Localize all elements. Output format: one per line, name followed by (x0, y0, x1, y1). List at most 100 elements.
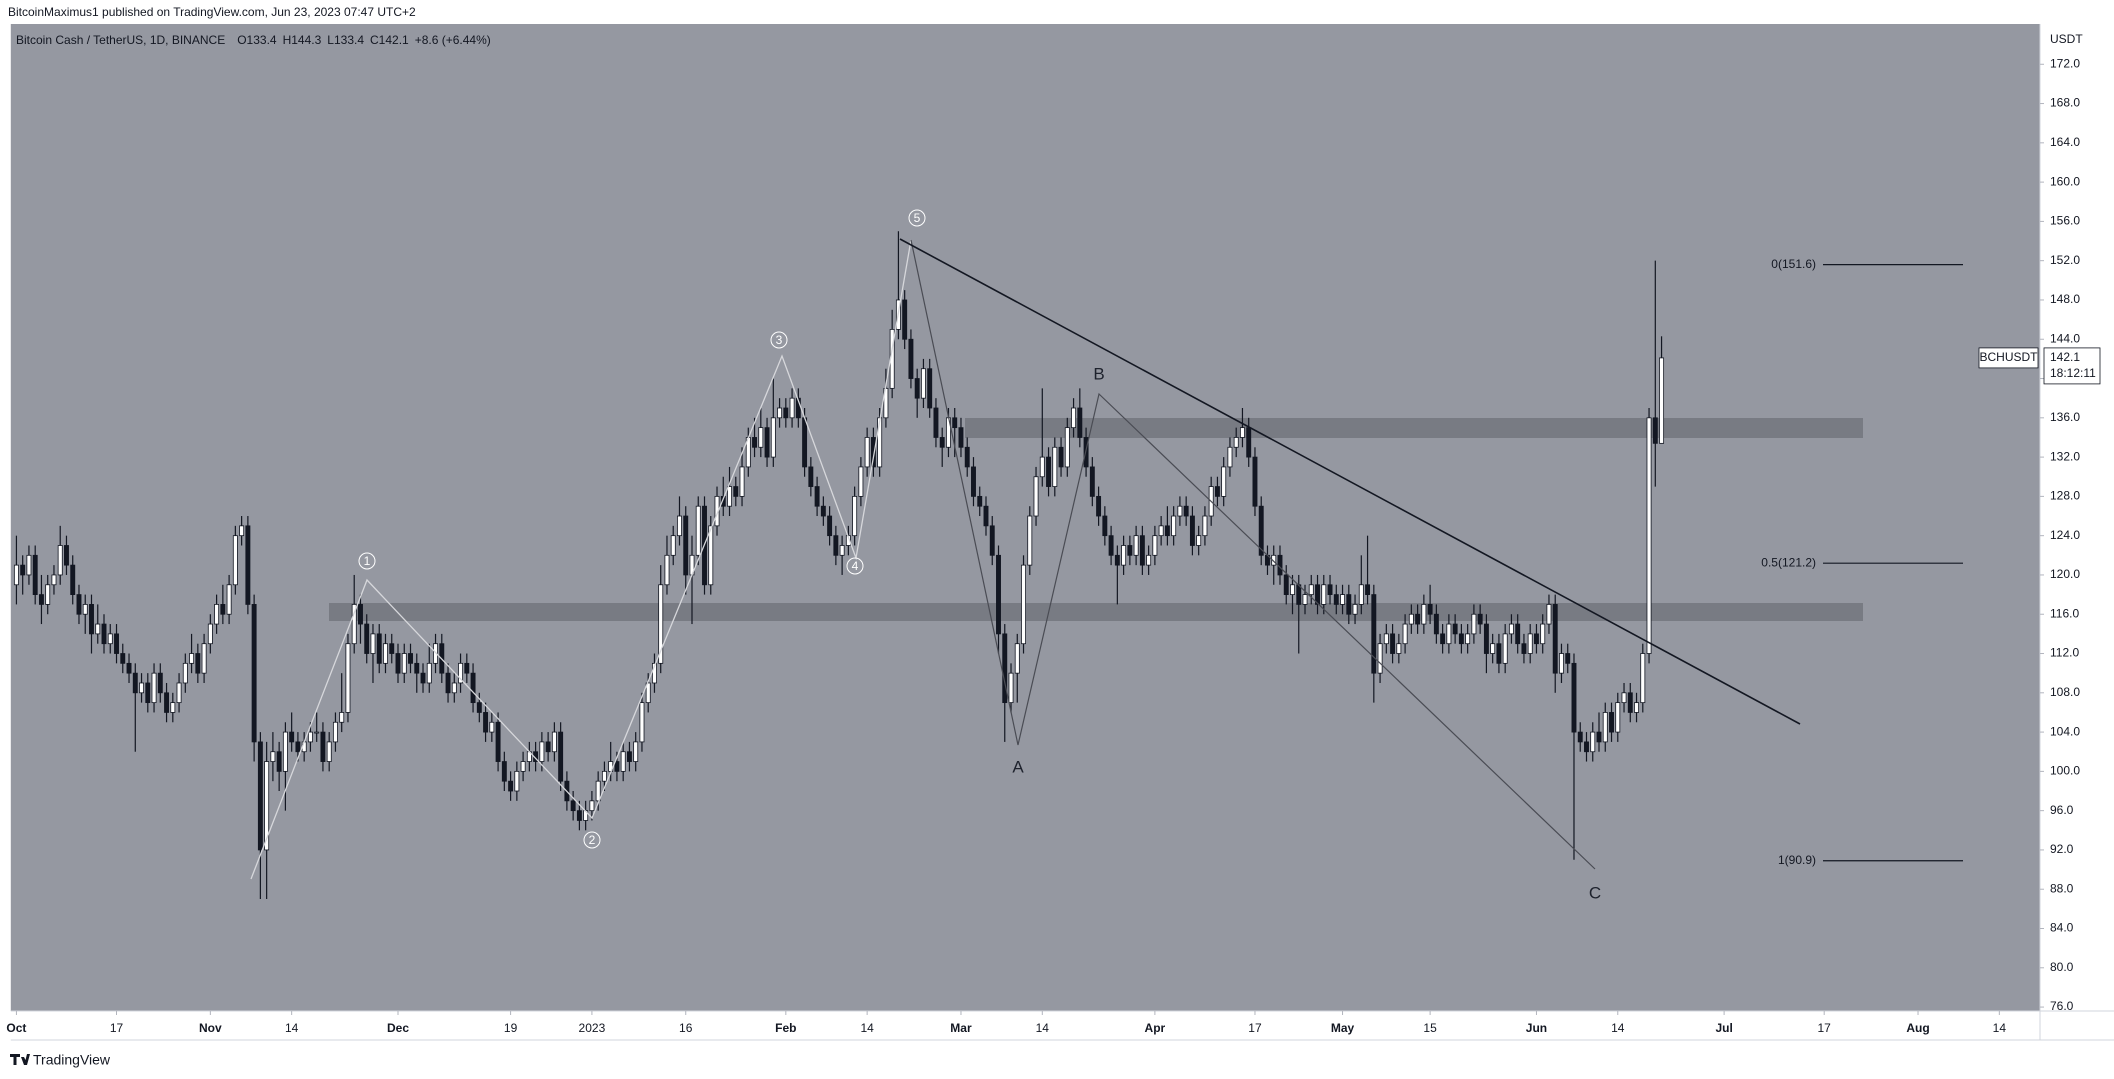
candle-body (345, 643, 351, 713)
candle-body (207, 623, 213, 645)
candle-body (789, 397, 795, 419)
x-tick-label: Feb (775, 1021, 796, 1035)
candle-body (814, 486, 820, 507)
candle-body (132, 672, 138, 694)
wave-label: 1 (364, 554, 371, 568)
candle-body (1233, 437, 1239, 448)
candle-body (1046, 456, 1052, 487)
candle-body (395, 653, 401, 674)
candle-body (1152, 535, 1158, 556)
candle-body (1039, 456, 1045, 478)
candle-body (470, 672, 476, 704)
y-tick-label: 108.0 (2050, 685, 2080, 699)
fib-label: 0.5(121.2) (1761, 555, 1816, 569)
plot-area (10, 24, 2040, 1011)
candle-body (695, 505, 701, 556)
candle-body (1565, 653, 1571, 664)
candle-body (45, 584, 51, 605)
candle-body (64, 545, 69, 566)
footer-brand: TradingView (33, 1052, 111, 1068)
x-tick-label: 14 (285, 1021, 299, 1035)
candle-body (120, 653, 126, 664)
x-tick-label: 14 (1036, 1021, 1050, 1035)
candle-body (1327, 584, 1333, 595)
candle-body (996, 554, 1001, 635)
candle-body (1602, 712, 1608, 743)
candle-body (1477, 613, 1483, 625)
resistance-zone (965, 418, 1863, 438)
candle-body (383, 643, 388, 664)
candle-body (1252, 456, 1258, 507)
currency-label: USDT (2050, 32, 2083, 46)
candle-body (1296, 584, 1302, 605)
candle-body (633, 741, 639, 762)
y-tick-label: 116.0 (2050, 606, 2079, 620)
candle-body (1202, 515, 1208, 537)
candle-body (708, 525, 714, 586)
candle-body (1340, 594, 1346, 605)
ohlc-letter: H (283, 33, 292, 47)
candle-body (739, 466, 745, 497)
y-tick-label: 144.0 (2050, 331, 2080, 345)
x-tick-label: 17 (1248, 1021, 1262, 1035)
y-tick-label: 104.0 (2050, 724, 2080, 738)
candle-body (1584, 741, 1589, 753)
candle-body (1302, 594, 1308, 605)
candle-body (1290, 584, 1295, 595)
candle-body (1121, 545, 1127, 566)
ohlc-letter: C (370, 33, 379, 47)
candle-body (351, 604, 357, 645)
candle-body (1508, 623, 1514, 635)
candle-body (195, 653, 201, 674)
candle-body (1521, 643, 1527, 654)
candle-body (833, 535, 839, 556)
candle-body (1365, 584, 1371, 595)
trendline (899, 238, 1801, 725)
symbol-tag-box (1978, 347, 2039, 369)
candle-body (370, 633, 376, 654)
y-tick-label: 120.0 (2050, 567, 2080, 581)
candle-body (451, 682, 457, 694)
candle-body (1021, 564, 1026, 645)
candle-body (570, 800, 576, 812)
candle-body (877, 417, 883, 468)
candle-body (232, 535, 238, 586)
candle-body (1427, 604, 1433, 615)
candle-body (426, 662, 432, 684)
x-tick-label: Mar (950, 1021, 972, 1035)
candle-body (1390, 633, 1396, 654)
candle-body (251, 604, 257, 743)
x-tick-label: 16 (679, 1021, 693, 1035)
candle-body (139, 682, 144, 694)
candle-body (1058, 446, 1064, 468)
x-tick-label: 2023 (579, 1021, 606, 1035)
logo (10, 1054, 30, 1065)
candle-body (164, 692, 170, 713)
y-tick-label: 96.0 (2050, 803, 2074, 817)
y-tick-label: 136.0 (2050, 410, 2080, 424)
x-tick-label: Aug (1906, 1021, 1929, 1035)
candle-body (101, 623, 107, 645)
candle-body (1358, 584, 1364, 605)
candle-body (858, 466, 864, 497)
x-tick-label: 14 (1611, 1021, 1625, 1035)
candle-body (1189, 515, 1195, 546)
y-tick-label: 172.0 (2050, 56, 2080, 70)
candle-body (282, 731, 288, 772)
wave-letter: A (1012, 757, 1024, 776)
candle-body (189, 653, 195, 664)
candle-body (276, 751, 282, 772)
candle-body (295, 741, 301, 753)
candle-body (777, 407, 783, 419)
candle-body (1540, 623, 1546, 645)
candle-body (26, 554, 32, 576)
candle-body (157, 672, 163, 694)
candle-body (758, 427, 764, 448)
candle-body (1496, 643, 1502, 664)
x-tick-label: Nov (199, 1021, 222, 1035)
candle-body (414, 662, 420, 674)
candle-body (239, 525, 245, 537)
candle-body (783, 407, 789, 419)
wave-label: 5 (914, 211, 921, 225)
